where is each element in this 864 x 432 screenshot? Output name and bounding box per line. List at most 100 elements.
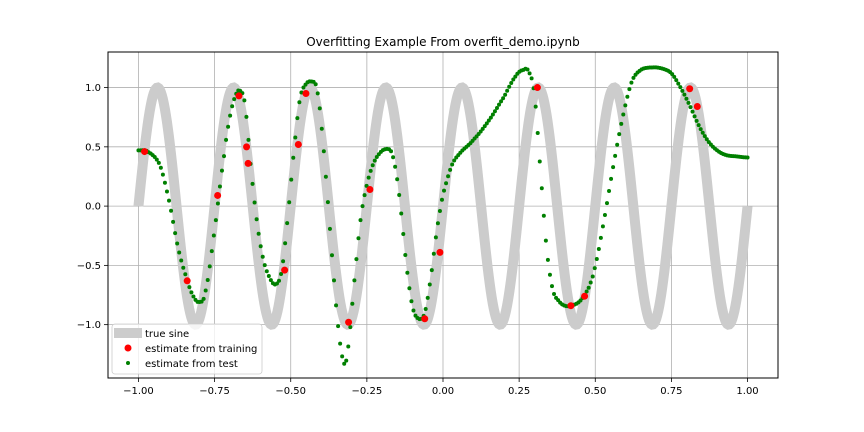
training-point xyxy=(686,85,694,93)
test-point xyxy=(690,109,695,114)
test-point xyxy=(348,325,353,330)
test-point xyxy=(323,174,328,179)
test-point xyxy=(372,158,377,163)
test-point xyxy=(541,213,546,218)
test-point xyxy=(374,155,379,160)
test-point xyxy=(672,74,677,79)
test-point xyxy=(452,158,457,163)
test-point xyxy=(488,115,493,120)
x-tick-label: 0.50 xyxy=(584,386,606,397)
test-point xyxy=(497,102,502,107)
x-tick-label: 0.25 xyxy=(508,386,530,397)
plot-content xyxy=(133,65,753,366)
test-point xyxy=(295,116,300,121)
test-point xyxy=(293,135,298,140)
test-point xyxy=(535,130,540,135)
test-point xyxy=(511,77,516,82)
test-point xyxy=(678,85,683,90)
test-point xyxy=(448,167,453,172)
test-point xyxy=(226,124,231,129)
test-point xyxy=(596,247,601,252)
training-point xyxy=(141,148,149,156)
test-point xyxy=(244,114,249,119)
test-point xyxy=(492,109,497,114)
test-point xyxy=(242,98,247,103)
test-point xyxy=(167,198,172,203)
test-point xyxy=(405,270,410,275)
test-point xyxy=(625,94,630,99)
training-point xyxy=(183,277,191,285)
test-point xyxy=(256,231,261,236)
test-point xyxy=(313,82,318,87)
test-point xyxy=(674,78,679,83)
training-point xyxy=(693,103,701,111)
test-point xyxy=(494,105,499,110)
test-point xyxy=(604,201,609,206)
test-point xyxy=(602,212,607,217)
test-point xyxy=(627,87,632,92)
test-point xyxy=(619,121,624,126)
test-point xyxy=(366,175,371,180)
test-point xyxy=(340,354,345,359)
test-point xyxy=(631,75,636,80)
test-point xyxy=(513,74,518,79)
training-point xyxy=(214,191,222,199)
test-point xyxy=(545,257,550,262)
test-point xyxy=(217,184,222,189)
legend-training-label: estimate from training xyxy=(145,344,257,355)
test-point xyxy=(529,76,534,81)
test-point xyxy=(344,358,349,363)
test-point xyxy=(613,153,618,158)
test-point xyxy=(354,257,359,262)
test-point xyxy=(621,112,626,117)
test-point xyxy=(258,244,263,249)
test-point xyxy=(158,165,163,170)
test-point xyxy=(407,286,412,291)
test-point xyxy=(692,114,697,119)
x-tick-label: 0.00 xyxy=(432,386,454,397)
test-point xyxy=(547,272,552,277)
test-point xyxy=(203,288,208,293)
test-point xyxy=(429,268,434,273)
x-tick-label: 1.00 xyxy=(736,386,758,397)
test-point xyxy=(505,88,510,93)
test-point xyxy=(700,130,705,135)
test-point xyxy=(332,278,337,283)
test-point xyxy=(262,263,267,268)
test-point xyxy=(552,291,557,296)
test-point xyxy=(175,241,180,246)
test-point xyxy=(370,163,375,168)
test-point xyxy=(395,177,400,182)
training-point xyxy=(243,143,251,151)
test-point xyxy=(439,197,444,202)
training-point xyxy=(567,302,575,310)
test-point xyxy=(537,159,542,164)
test-point xyxy=(346,344,351,349)
test-point xyxy=(358,218,363,223)
test-point xyxy=(230,104,235,109)
test-point xyxy=(607,189,612,194)
test-point xyxy=(509,80,514,85)
test-point xyxy=(325,200,330,205)
test-point xyxy=(201,296,206,301)
chart-title: Overfitting Example From overfit_demo.ip… xyxy=(306,35,580,49)
test-point xyxy=(698,127,703,132)
test-point xyxy=(266,274,271,279)
test-point xyxy=(228,113,233,118)
training-point xyxy=(294,140,302,148)
test-point xyxy=(287,200,292,205)
test-point xyxy=(169,208,174,213)
test-point xyxy=(250,181,255,186)
test-point xyxy=(482,124,487,129)
x-tick-label: −1.00 xyxy=(123,386,154,397)
test-point xyxy=(397,192,402,197)
test-point xyxy=(401,231,406,236)
test-point xyxy=(297,100,302,105)
test-point xyxy=(232,97,237,102)
test-point xyxy=(274,281,279,286)
test-point xyxy=(183,272,188,277)
training-point xyxy=(281,266,289,274)
test-point xyxy=(433,235,438,240)
test-point xyxy=(281,259,286,264)
